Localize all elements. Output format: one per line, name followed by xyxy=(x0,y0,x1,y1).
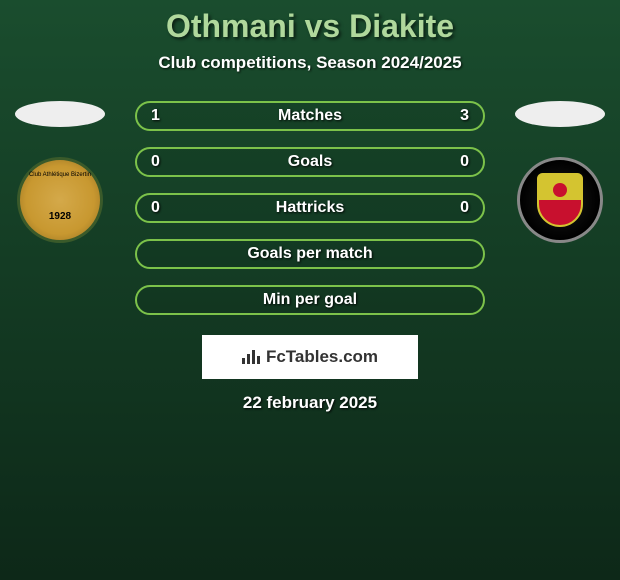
stat-left-value: 0 xyxy=(151,199,171,217)
left-player-photo xyxy=(15,101,105,127)
date-text: 22 february 2025 xyxy=(0,393,620,413)
right-club-badge xyxy=(517,157,603,243)
stat-label: Goals per match xyxy=(247,245,372,263)
stat-left-value: 0 xyxy=(151,153,171,171)
stat-label: Matches xyxy=(278,107,342,125)
stats-column: 1 Matches 3 0 Goals 0 0 Hattricks 0 Goal… xyxy=(135,101,485,315)
stat-right-value: 0 xyxy=(449,199,469,217)
stat-row-goals: 0 Goals 0 xyxy=(135,147,485,177)
right-player-col xyxy=(510,101,610,243)
stat-label: Hattricks xyxy=(276,199,344,217)
left-club-name: Club Athlétique Bizertin xyxy=(25,172,95,178)
stat-right-value: 0 xyxy=(449,153,469,171)
stat-left-value: 1 xyxy=(151,107,171,125)
stat-row-hattricks: 0 Hattricks 0 xyxy=(135,193,485,223)
right-player-photo xyxy=(515,101,605,127)
stat-row-goals-per-match: Goals per match xyxy=(135,239,485,269)
branding-label: FcTables.com xyxy=(266,347,378,367)
bar-chart-icon xyxy=(242,350,260,364)
comparison-card: Othmani vs Diakite Club competitions, Se… xyxy=(0,0,620,413)
stat-row-min-per-goal: Min per goal xyxy=(135,285,485,315)
stat-label: Min per goal xyxy=(263,291,357,309)
shield-icon xyxy=(537,173,583,227)
left-club-badge: Club Athlétique Bizertin xyxy=(17,157,103,243)
stat-row-matches: 1 Matches 3 xyxy=(135,101,485,131)
left-player-col: Club Athlétique Bizertin xyxy=(10,101,110,243)
subtitle: Club competitions, Season 2024/2025 xyxy=(0,53,620,73)
branding-box[interactable]: FcTables.com xyxy=(202,335,418,379)
main-row: Club Athlétique Bizertin 1 Matches 3 0 G… xyxy=(0,101,620,315)
stat-right-value: 3 xyxy=(449,107,469,125)
stat-label: Goals xyxy=(288,153,332,171)
page-title: Othmani vs Diakite xyxy=(0,8,620,45)
